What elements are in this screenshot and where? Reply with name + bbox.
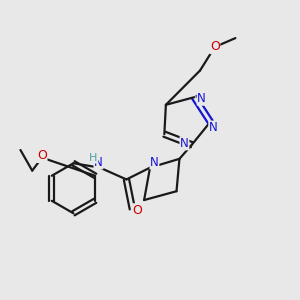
Text: O: O (133, 204, 142, 217)
Text: N: N (197, 92, 206, 105)
Text: H: H (89, 153, 98, 163)
Text: N: N (209, 121, 218, 134)
Text: O: O (37, 149, 47, 162)
Text: N: N (94, 156, 103, 169)
Text: O: O (210, 40, 220, 53)
Text: N: N (150, 156, 159, 169)
Text: N: N (180, 137, 189, 150)
